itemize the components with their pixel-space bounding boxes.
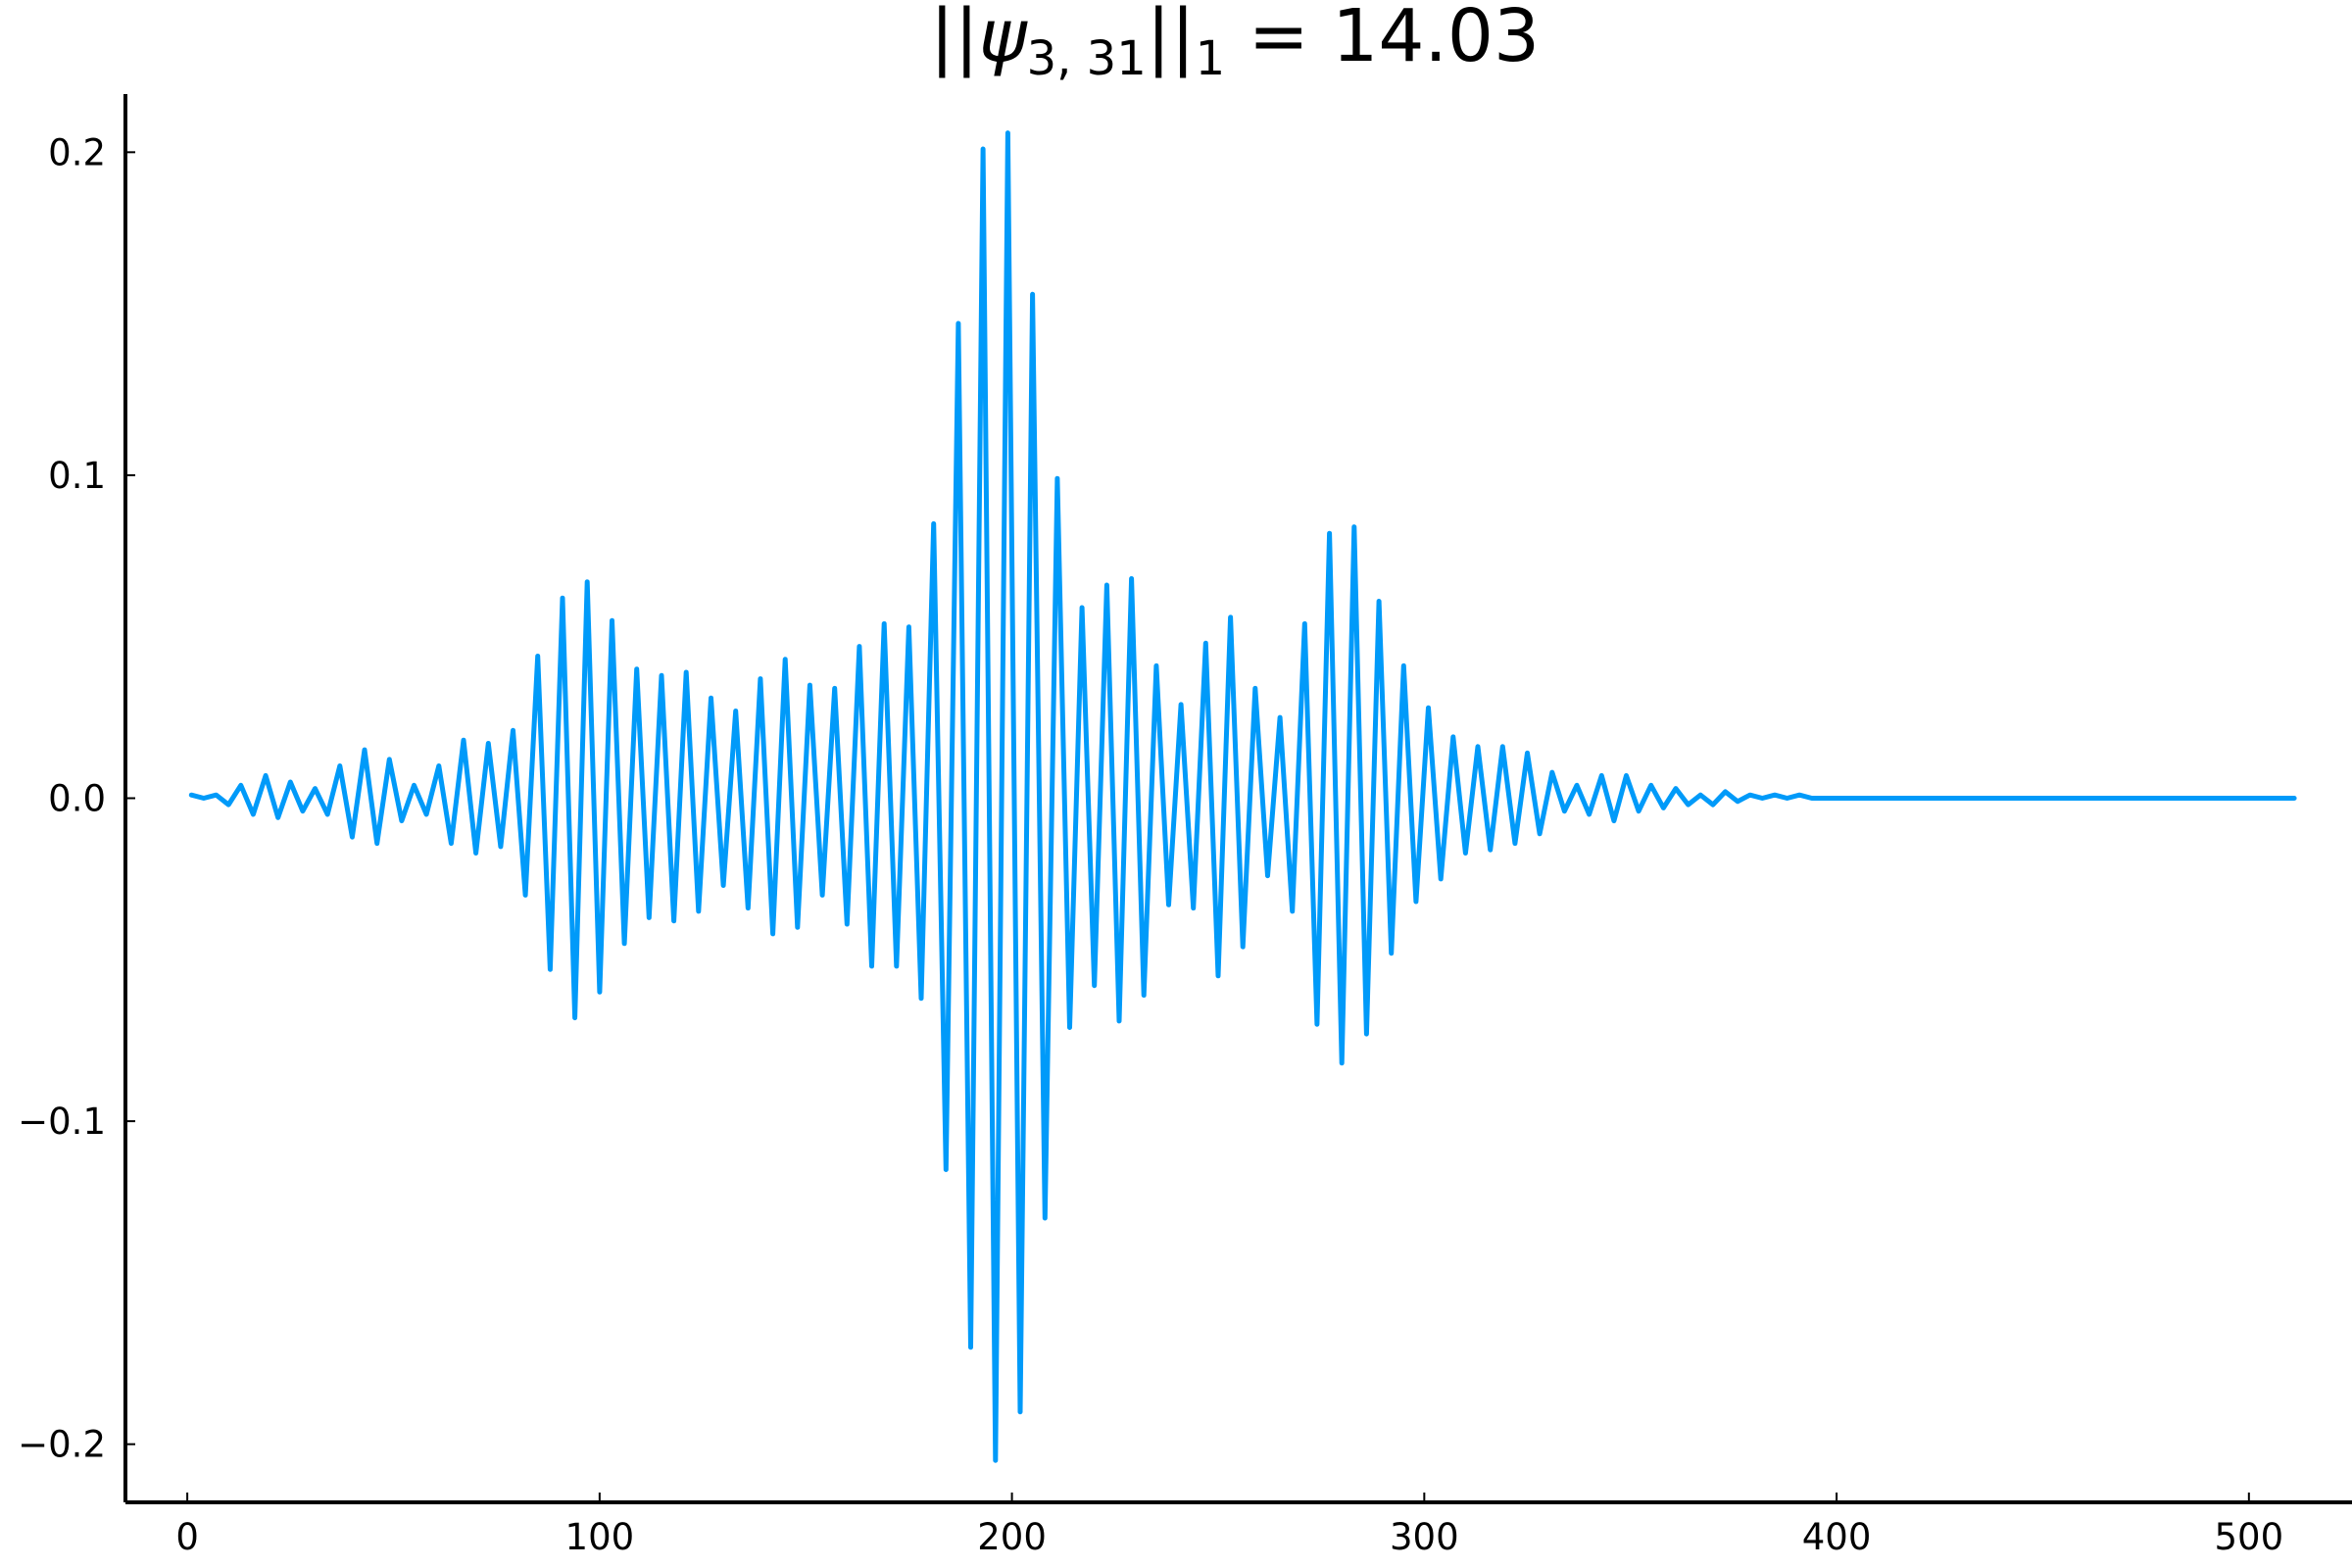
y-tick-label: −0.1	[18, 1101, 106, 1143]
series-line	[188, 130, 2297, 1463]
x-tick-label: 200	[977, 1516, 1047, 1558]
title-psi: ψ	[979, 0, 1028, 78]
title-value: 14.03	[1332, 0, 1540, 78]
chart-title: ||ψ3, 31||1 = 14.03	[930, 0, 1540, 86]
tick-labels: 0 100 200 300 400 500 −0.2 −0.1 0.0 0.1 …	[18, 131, 2283, 1558]
x-tick-label: 400	[1802, 1516, 1872, 1558]
x-tick-label: 300	[1390, 1516, 1459, 1558]
x-tick-label: 0	[175, 1516, 199, 1558]
y-tick-label: 0.1	[48, 455, 106, 497]
title-subscript: 3, 31	[1027, 31, 1147, 86]
x-tick-label: 100	[565, 1516, 635, 1558]
y-tick-label: 0.2	[48, 131, 106, 173]
y-tick-label: −0.2	[18, 1424, 106, 1466]
x-tick-label: 500	[2215, 1516, 2284, 1558]
title-norm-bars-right: ||	[1147, 0, 1196, 78]
title-norm-bars-left: ||	[930, 0, 979, 78]
title-equals: =	[1225, 0, 1332, 78]
title-norm-index: 1	[1196, 31, 1226, 86]
y-tick-label: 0.0	[48, 778, 106, 820]
